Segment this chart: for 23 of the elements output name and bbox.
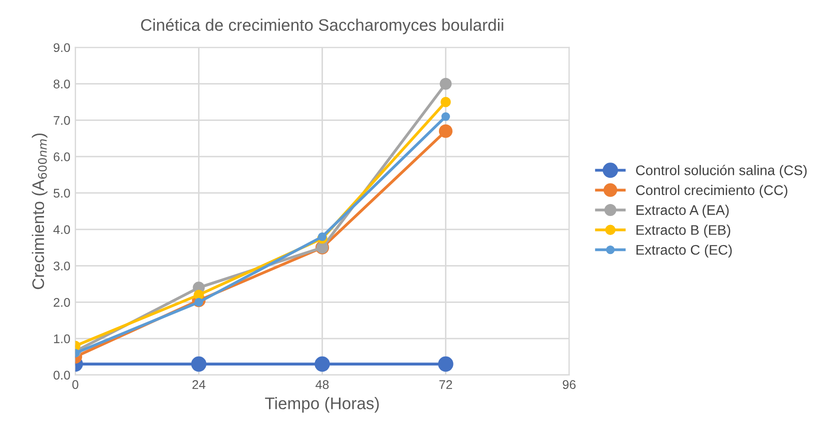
x-tick-label: 48 (316, 380, 329, 390)
y-tick-label: 4.0 (53, 225, 70, 234)
x-tick-label: 96 (562, 380, 576, 390)
legend-label: Extracto B (EB) (636, 224, 730, 238)
legend-label: Control solución salina (CS) (636, 164, 807, 178)
legend-label: Extracto A (EA) (636, 204, 729, 218)
y-tick-label: 3.0 (54, 262, 70, 270)
y-tick-label: 6.0 (54, 152, 70, 162)
legend-label: Extracto C (EC) (636, 244, 732, 258)
x-tick-label: 24 (192, 380, 206, 389)
x-tick-label: 72 (439, 380, 452, 389)
y-tick-label: 5.0 (54, 188, 70, 198)
x-tick-label: 0 (72, 380, 78, 390)
y-tick-label: 2.0 (54, 298, 70, 307)
x-axis-title: Tiempo (Horas) (265, 397, 379, 413)
y-tick-label: 1.0 (54, 334, 70, 344)
chart-title: Cinética de crecimiento Saccharomyces boulardii (141, 18, 504, 34)
y-axis-title: Crecimiento (A$_{600nm}$) (32, 134, 48, 290)
y-tick-label: 8.0 (54, 80, 70, 88)
y-tick-label: 9.0 (54, 43, 70, 52)
y-tick-label: 0.0 (54, 370, 70, 380)
y-tick-label: 7.0 (54, 116, 70, 125)
legend-label: Control crecimiento (CC) (636, 184, 788, 198)
